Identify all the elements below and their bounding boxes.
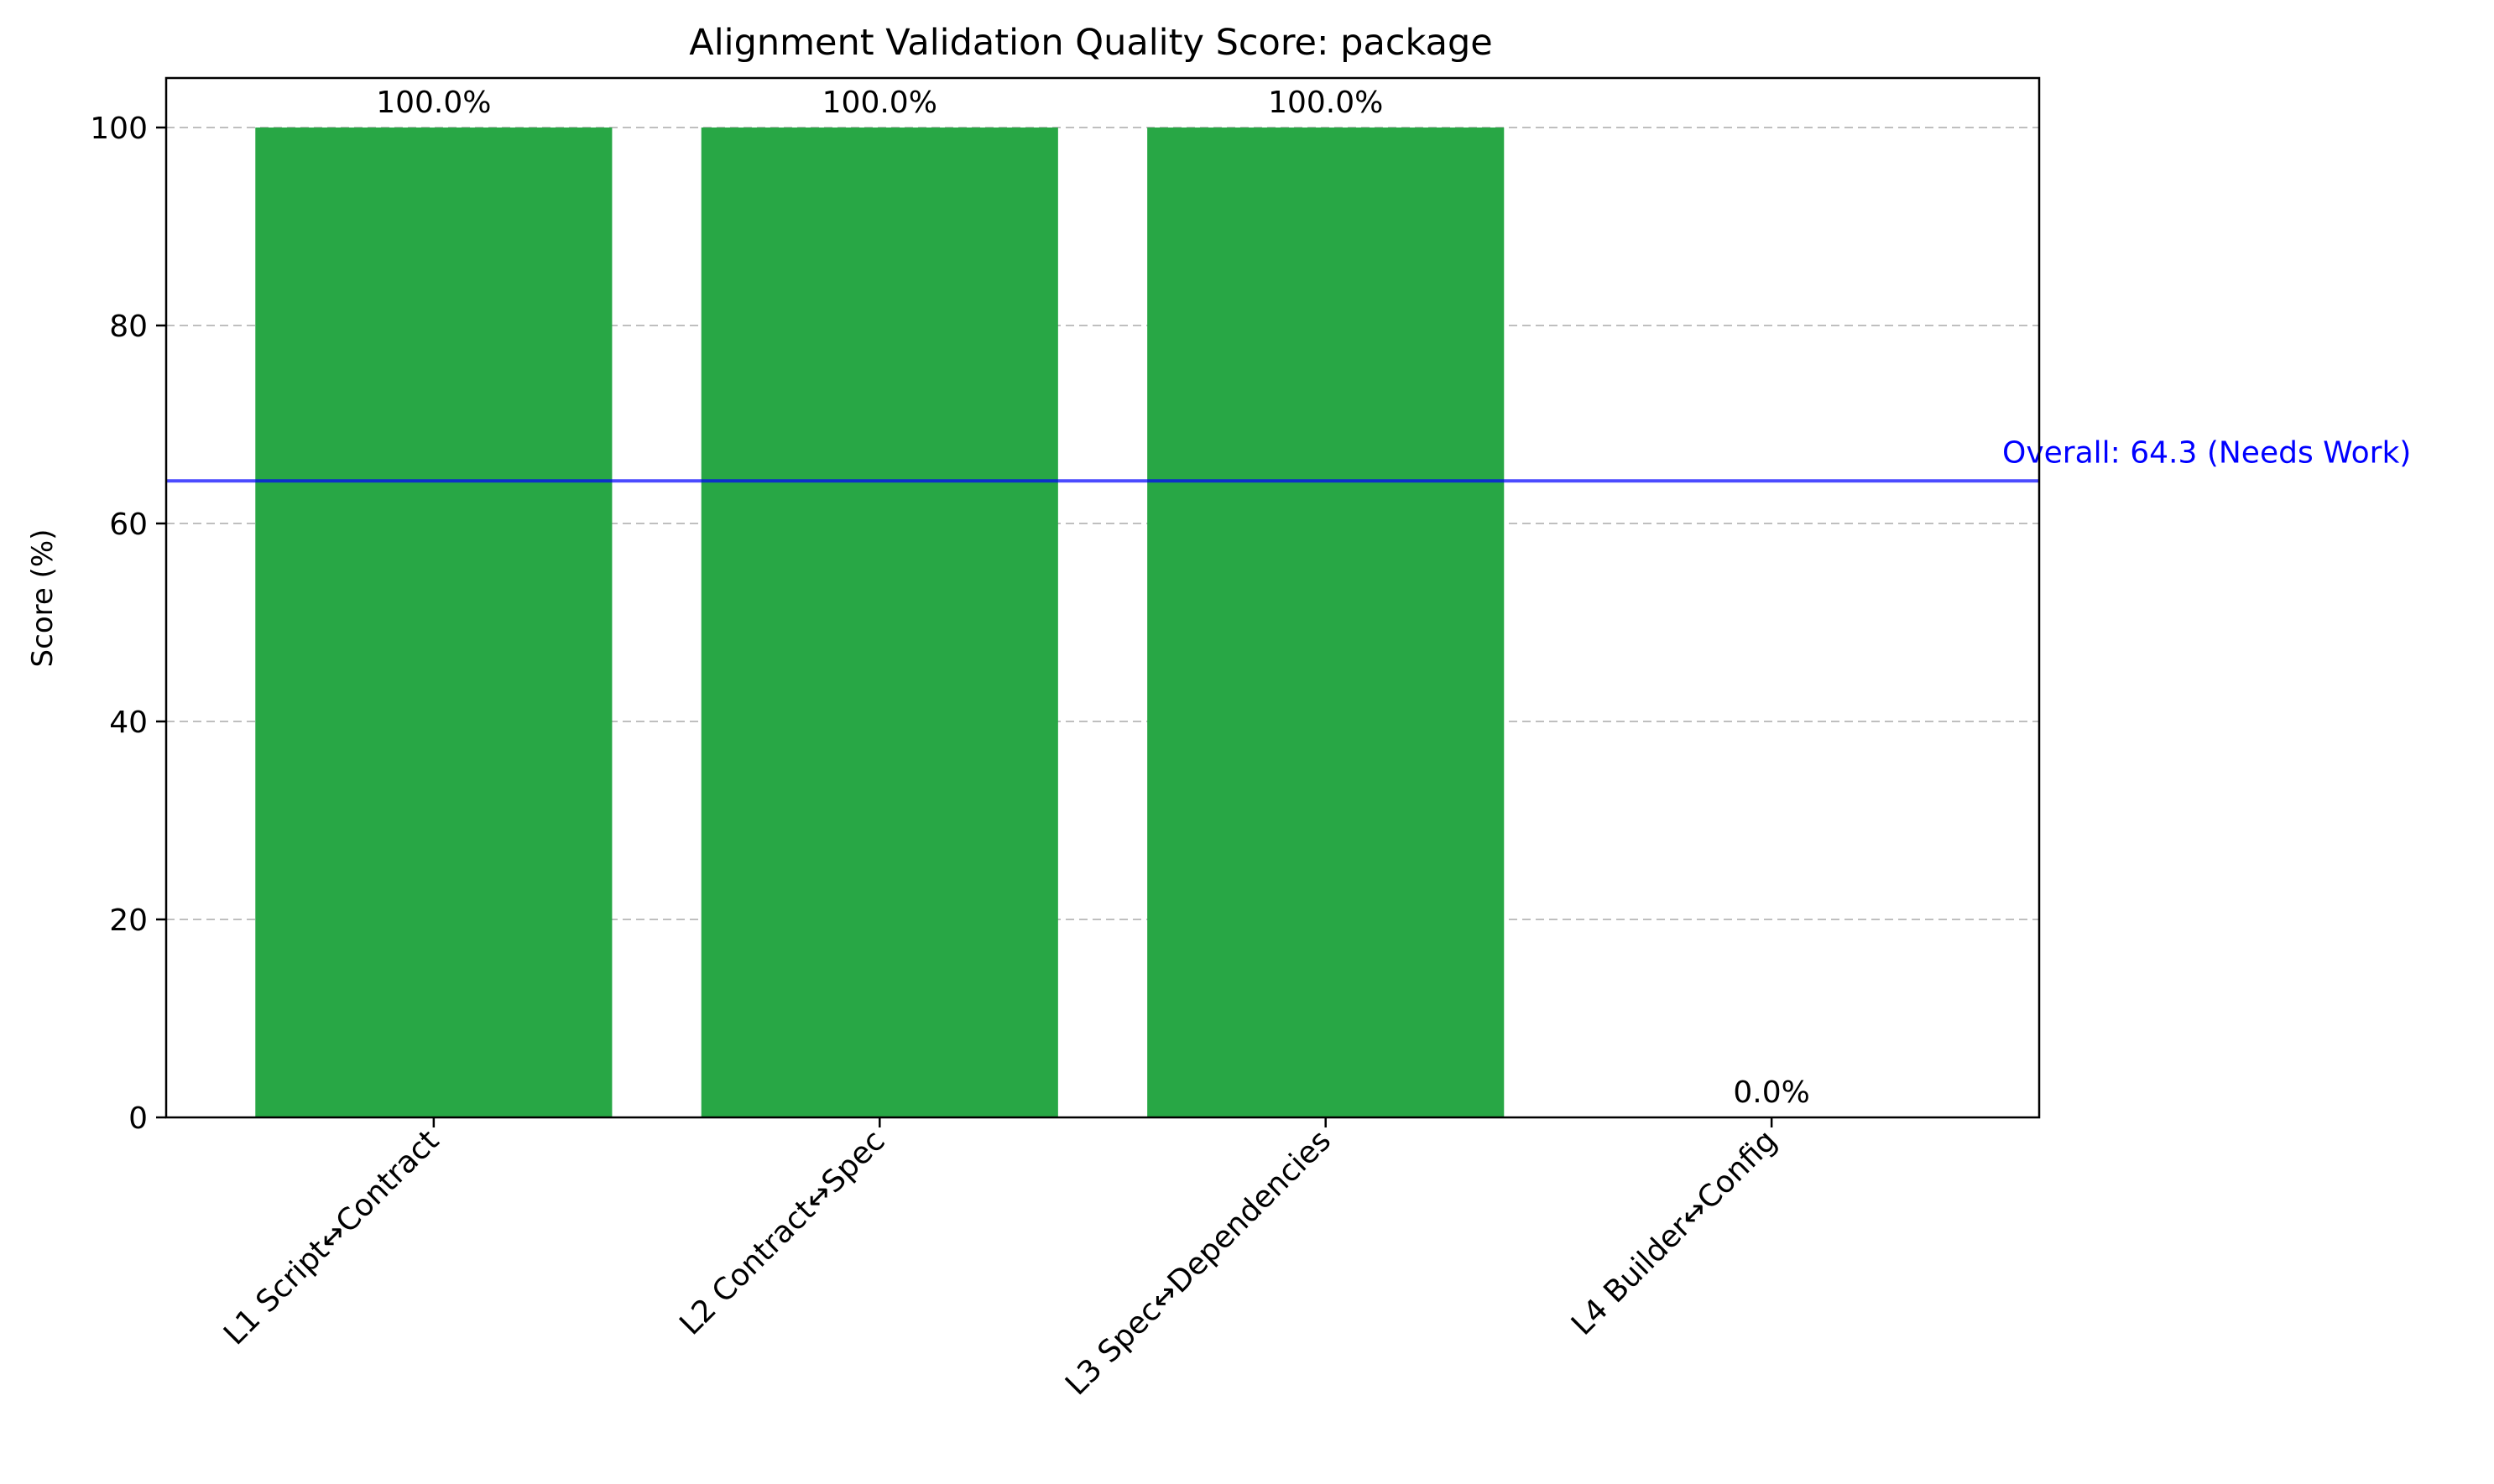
data-label: 100.0% (376, 86, 491, 120)
y-tick-label: 40 (109, 706, 148, 740)
reference-line-label: Overall: 64.3 (Needs Work) (2002, 435, 2411, 470)
bar (255, 128, 613, 1117)
plot-frame (164, 76, 2041, 1119)
y-tick-label: 0 (128, 1101, 148, 1136)
x-tick-label: L3 Spec↔Dependencies (1059, 1123, 1338, 1402)
x-tick-label: L4 Builder↔Config (1565, 1123, 1784, 1342)
bar (701, 128, 1058, 1117)
y-tick-label: 60 (109, 508, 148, 542)
data-label: 100.0% (822, 86, 937, 120)
data-label: 100.0% (1268, 86, 1383, 120)
data-labels: 100.0% 100.0% 100.0% 0.0% (376, 86, 1810, 1110)
y-axis: 0 20 40 60 80 100 (90, 112, 166, 1136)
y-tick-label: 20 (109, 903, 148, 938)
chart-title: Alignment Validation Quality Score: pack… (689, 22, 1492, 64)
x-tick-label: L1 Script↔Contract (217, 1123, 446, 1351)
x-tick-label: L2 Contract↔Spec (673, 1123, 891, 1341)
x-axis: L1 Script↔Contract L2 Contract↔Spec L3 Spe… (217, 1117, 1784, 1402)
bar (1147, 128, 1505, 1117)
bars (255, 128, 1505, 1117)
data-label: 0.0% (1733, 1075, 1809, 1110)
y-tick-label: 80 (109, 310, 148, 344)
y-tick-label: 100 (90, 112, 148, 146)
reference-line-group: Overall: 64.3 (Needs Work) (166, 435, 2411, 483)
y-axis-label: Score (%) (26, 529, 60, 668)
